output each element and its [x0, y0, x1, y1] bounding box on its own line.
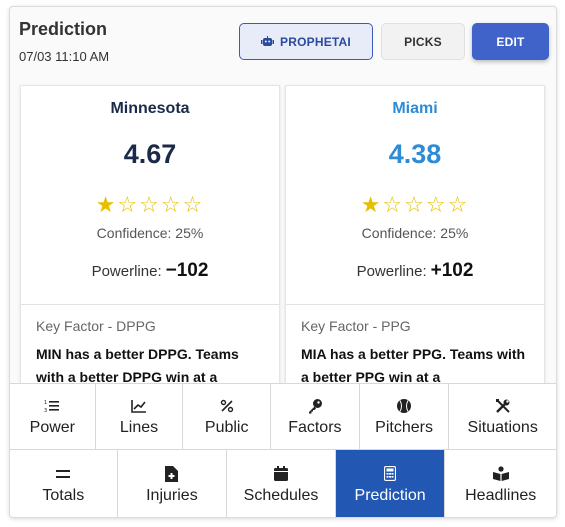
line-chart-icon: [131, 397, 147, 415]
prophetai-button[interactable]: PROPHETAI: [239, 23, 373, 60]
card-header: Prediction 07/03 11:10 AM PROPHETAI PICK…: [10, 7, 556, 77]
nav-label: Factors: [288, 418, 342, 436]
prediction-card: Prediction 07/03 11:10 AM PROPHETAI PICK…: [9, 6, 557, 518]
tools-icon: [495, 397, 511, 415]
reader-icon: [492, 465, 509, 483]
nav-label: Pitchers: [375, 418, 433, 436]
svg-text:1: 1: [44, 400, 47, 406]
robot-icon: [261, 36, 275, 46]
confidence-stars: ★☆☆☆☆: [95, 193, 205, 218]
key-icon: [307, 397, 323, 415]
team-score: 4.67: [123, 139, 177, 169]
divider: [21, 304, 279, 305]
powerline: Powerline: +102: [286, 260, 544, 282]
equals-icon: [56, 465, 71, 483]
powerline-value: −102: [165, 260, 209, 281]
nav-row-secondary: Totals Injuries Schedules Prediction Hea…: [10, 449, 556, 517]
nav-label: Headlines: [465, 486, 537, 504]
confidence-stars: ★☆☆☆☆: [360, 193, 470, 218]
prophetai-label: PROPHETAI: [280, 34, 351, 49]
team-name: Minnesota: [110, 100, 190, 117]
nav-label: Totals: [42, 486, 85, 504]
timestamp: 07/03 11:10 AM: [19, 49, 110, 64]
nav-item-lines[interactable]: Lines: [96, 384, 184, 449]
nav-item-injuries[interactable]: Injuries: [118, 450, 228, 517]
nav-item-headlines[interactable]: Headlines: [445, 450, 556, 517]
nav-label: Public: [204, 418, 249, 436]
page-title: Prediction: [19, 19, 108, 39]
key-factor-title: Key Factor - DPPG: [36, 318, 156, 334]
nav-label: Lines: [119, 418, 159, 436]
percent-icon: [220, 397, 234, 415]
svg-text:3: 3: [44, 408, 47, 413]
picks-button[interactable]: PICKS: [381, 23, 465, 60]
team-panel-miami: Miami 4.38 ★☆☆☆☆ Confidence: 25% Powerli…: [285, 85, 545, 385]
team-comparison: Minnesota 4.67 ★☆☆☆☆ Confidence: 25% Pow…: [20, 85, 549, 385]
medical-file-icon: [165, 465, 179, 483]
key-factor-title: Key Factor - PPG: [301, 318, 411, 334]
nav-item-prediction[interactable]: Prediction: [335, 450, 446, 517]
key-factor-text: MIN has a better DPPG. Teams with a bett…: [36, 346, 239, 385]
powerline-label: Powerline:: [356, 263, 427, 280]
nav-item-totals[interactable]: Totals: [10, 450, 118, 517]
nav-label: Injuries: [146, 486, 198, 504]
team-panel-minnesota: Minnesota 4.67 ★☆☆☆☆ Confidence: 25% Pow…: [20, 85, 280, 385]
team-score: 4.38: [388, 139, 442, 169]
nav-item-schedules[interactable]: Schedules: [227, 450, 336, 517]
nav-item-public[interactable]: Public: [183, 384, 272, 449]
powerline-label: Powerline:: [91, 263, 162, 280]
edit-button[interactable]: EDIT: [472, 23, 549, 60]
nav-label: Schedules: [243, 486, 319, 504]
nav-label: Prediction: [354, 486, 426, 504]
nav-item-factors[interactable]: Factors: [271, 384, 360, 449]
baseball-icon: [396, 397, 412, 415]
divider: [286, 304, 544, 305]
powerline: Powerline: −102: [21, 260, 279, 282]
nav-label: Situations: [467, 418, 538, 436]
confidence-text: Confidence: 25%: [361, 225, 469, 241]
nav-label: Power: [29, 418, 76, 436]
key-factor-text: MIA has a better PPG. Teams with a bette…: [301, 346, 526, 385]
team-name: Miami: [392, 100, 438, 117]
powerline-value: +102: [430, 260, 474, 281]
calendar-icon: [274, 465, 288, 483]
confidence-text: Confidence: 25%: [96, 225, 204, 241]
nav-item-pitchers[interactable]: Pitchers: [360, 384, 450, 449]
calculator-icon: [384, 465, 397, 483]
nav-item-situations[interactable]: Situations: [449, 384, 556, 449]
